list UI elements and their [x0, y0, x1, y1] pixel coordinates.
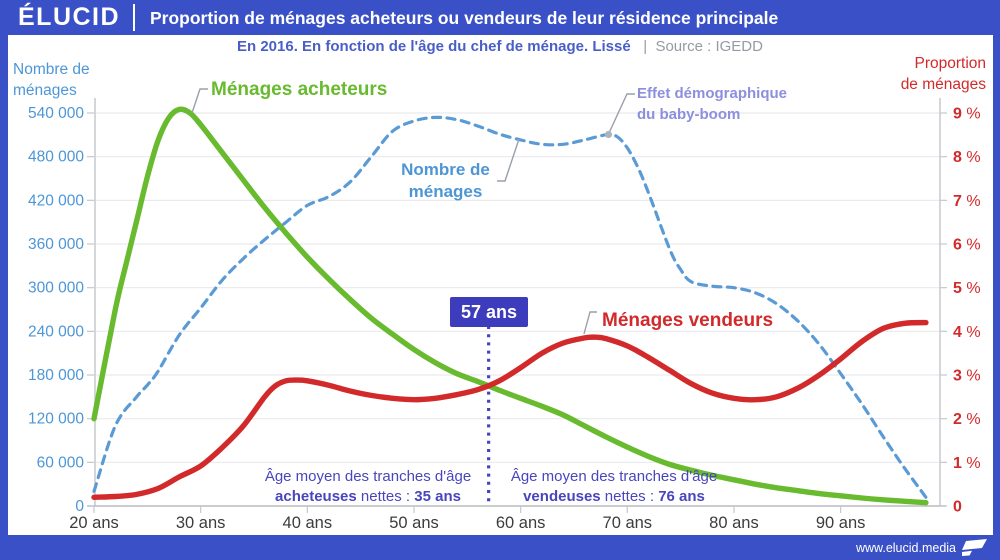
right-axis-tick-label: 8 % — [953, 149, 981, 166]
header-bar: ÉLUCID Proportion de ménages acheteurs o… — [0, 0, 1000, 35]
footer-url: www.elucid.media — [855, 541, 956, 555]
x-axis-tick-label: 90 ans — [816, 514, 866, 532]
left-axis-tick-label: 300 000 — [28, 280, 84, 297]
buyers-label-leader — [191, 88, 208, 114]
babyboom-pointer-dot — [604, 130, 613, 139]
left-axis-tick-label: 480 000 — [28, 149, 84, 166]
households-curve — [92, 115, 928, 499]
right-axis-tick-label: 2 % — [953, 411, 981, 428]
right-axis-tick-label: 6 % — [953, 236, 981, 253]
x-axis-tick-label: 70 ans — [603, 514, 653, 532]
households-label-leader — [497, 138, 520, 182]
left-axis-tick-label: 540 000 — [28, 105, 84, 122]
sellers-curve-label: Ménages vendeurs — [602, 310, 774, 331]
households-curve-label: Nombre de ménages — [401, 160, 490, 201]
right-axis-tick-label: 4 % — [953, 323, 981, 340]
left-axis-tick-label: 120 000 — [28, 411, 84, 428]
left-axis-tick-label: 420 000 — [28, 192, 84, 209]
subtitle-text: En 2016. En fonction de l'âge du chef de… — [237, 38, 631, 55]
buyers-curve-label: Ménages acheteurs — [211, 79, 388, 100]
subtitle-separator: | — [643, 38, 648, 55]
page-title: Proportion de ménages acheteurs ou vende… — [150, 8, 779, 28]
source-text: Source : IGEDD — [655, 38, 763, 55]
left-axis-tick-label: 180 000 — [28, 367, 84, 384]
x-axis-tick-label: 80 ans — [709, 514, 759, 532]
x-axis-tick-label: 60 ans — [496, 514, 546, 532]
sellers-label-leader — [583, 311, 597, 335]
right-axis-tick-label: 0 — [953, 498, 962, 515]
babyboom-label-leader — [608, 93, 635, 134]
x-axis-tick-label: 20 ans — [69, 514, 119, 532]
sellers-curve — [91, 319, 929, 500]
brand-separator — [133, 4, 135, 31]
left-axis-tick-label: 0 — [75, 498, 84, 515]
buyers-curve — [91, 106, 929, 506]
x-axis-tick-label: 40 ans — [283, 514, 333, 532]
x-axis-tick-label: 30 ans — [176, 514, 226, 532]
x-axis-tick-label: 50 ans — [389, 514, 439, 532]
elucid-flag-icon — [962, 539, 987, 556]
right-axis-tick-label: 1 % — [953, 454, 981, 471]
right-axis-tick-label: 7 % — [953, 192, 981, 209]
right-axis-tick-label: 3 % — [953, 367, 981, 384]
right-axis-tick-label: 5 % — [953, 280, 981, 297]
left-axis-tick-label: 60 000 — [37, 454, 85, 471]
right-axis-title: Proportion de ménages — [900, 55, 986, 93]
footer-bar: www.elucid.media — [0, 535, 1000, 560]
brand-logo: ÉLUCID — [18, 3, 121, 31]
right-axis-tick-label: 9 % — [953, 105, 981, 122]
left-axis-title: Nombre de ménages — [13, 61, 90, 99]
left-axis-tick-label: 240 000 — [28, 323, 84, 340]
babyboom-annotation: Effet démographique du baby-boom — [637, 85, 788, 123]
buyers-average-age-note: Âge moyen des tranches d'âge acheteuses … — [264, 468, 472, 505]
left-axis-tick-label: 360 000 — [28, 236, 84, 253]
sellers-average-age-note: Âge moyen des tranches d'âge vendeuses n… — [510, 468, 718, 505]
age-marker-badge: 57 ans — [450, 297, 528, 327]
chart-background — [8, 35, 993, 535]
subtitle-row: En 2016. En fonction de l'âge du chef de… — [0, 35, 1000, 58]
